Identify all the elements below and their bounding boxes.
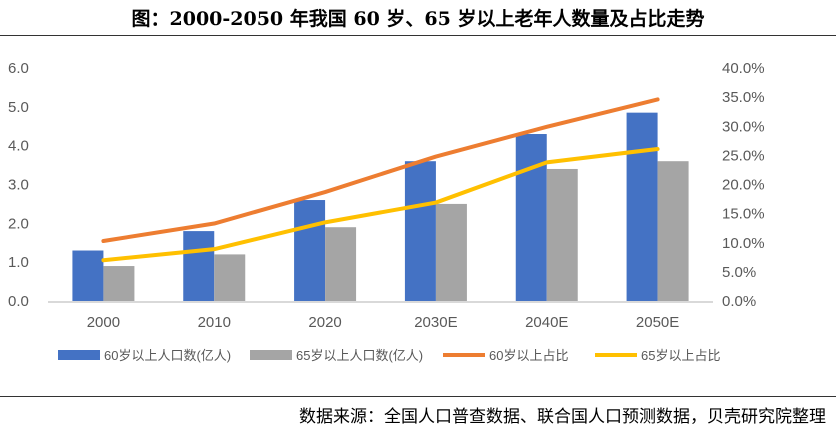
divider bbox=[0, 35, 836, 36]
bar-60-2030E bbox=[404, 161, 436, 301]
bar-60-2000 bbox=[72, 250, 104, 301]
x-tick-label: 2000 bbox=[87, 314, 120, 331]
legend-swatch bbox=[250, 350, 292, 360]
line-60-ratio bbox=[101, 97, 660, 244]
bar-65-2000 bbox=[103, 266, 135, 301]
y-tick-label: 5.0 bbox=[8, 99, 29, 116]
y2-tick-label: 15.0% bbox=[722, 206, 765, 223]
y2-tick-label: 25.0% bbox=[722, 147, 765, 164]
bar-65-2020 bbox=[325, 227, 357, 301]
bar-60-2050E bbox=[626, 112, 658, 302]
x-tick-label: 2050E bbox=[636, 314, 679, 331]
bar-65-2030E bbox=[435, 203, 467, 301]
y2-tick-label: 30.0% bbox=[722, 118, 765, 135]
bar-65-2040E bbox=[546, 168, 578, 301]
x-tick-label: 2020 bbox=[308, 314, 341, 331]
y-tick-label: 1.0 bbox=[8, 254, 29, 271]
x-tick-label: 2030E bbox=[414, 314, 457, 331]
y2-tick-label: 10.0% bbox=[722, 235, 765, 252]
bar-60-2020 bbox=[294, 200, 326, 301]
chart-title: 图：2000-2050 年我国 60 岁、65 岁以上老年人数量及占比走势 bbox=[131, 8, 705, 30]
legend-label: 65岁以上人口数(亿人) bbox=[296, 348, 423, 363]
y-tick-label: 3.0 bbox=[8, 177, 29, 194]
divider bbox=[0, 396, 836, 397]
y-tick-label: 6.0 bbox=[8, 60, 29, 77]
bar-65-2010 bbox=[214, 254, 246, 301]
bar-60-2040E bbox=[515, 134, 547, 301]
y-tick-label: 2.0 bbox=[8, 215, 29, 232]
legend-label: 60岁以上占比 bbox=[489, 348, 568, 363]
y2-tick-label: 20.0% bbox=[722, 177, 765, 194]
y2-tick-label: 5.0% bbox=[722, 264, 756, 281]
y-tick-label: 4.0 bbox=[8, 138, 29, 155]
bar-65-2050E bbox=[657, 161, 689, 301]
y2-tick-label: 0.0% bbox=[722, 293, 756, 310]
x-tick-label: 2040E bbox=[525, 314, 568, 331]
line-65-ratio bbox=[101, 146, 660, 263]
legend-label: 65岁以上占比 bbox=[641, 348, 720, 363]
source-note: 数据来源：全国人口普查数据、联合国人口预测数据，贝壳研究院整理 bbox=[299, 407, 826, 427]
y2-tick-label: 40.0% bbox=[722, 60, 765, 77]
y2-tick-label: 35.0% bbox=[722, 89, 765, 106]
legend-swatch bbox=[58, 350, 100, 360]
x-tick-label: 2010 bbox=[198, 314, 231, 331]
bar-60-2010 bbox=[183, 231, 215, 301]
legend-label: 60岁以上人口数(亿人) bbox=[104, 348, 231, 363]
y-tick-label: 0.0 bbox=[8, 293, 29, 310]
